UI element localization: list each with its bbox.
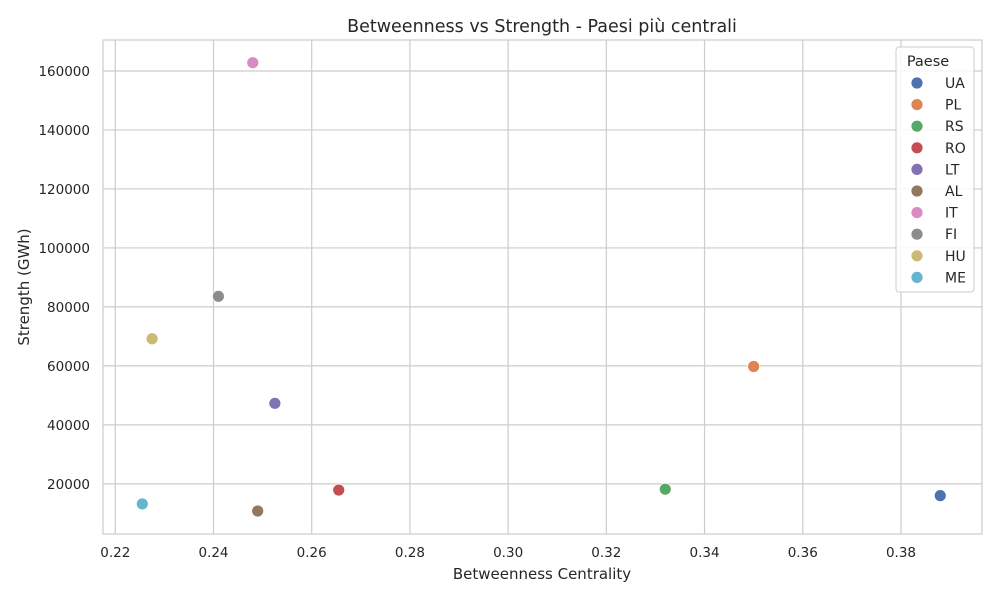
legend-label-ua: UA [945, 76, 965, 92]
legend-label-al: AL [945, 184, 963, 200]
legend-label-ro: RO [945, 141, 966, 157]
data-point-it [246, 56, 260, 70]
legend-marker-ua [910, 76, 924, 90]
y-axis: 20000 40000 60000 80000 100000 120000 140000 16… [38, 64, 90, 493]
x-tick-label: 0.24 [198, 545, 228, 561]
data-point-lt [268, 396, 282, 410]
y-axis-title: Strength (GWh) [15, 228, 33, 345]
legend-marker-pl [910, 98, 924, 111]
legend-label-me: ME [945, 270, 966, 286]
y-tick-label: 80000 [47, 300, 90, 316]
data-point-ua [933, 489, 947, 503]
legend-marker-al [910, 184, 924, 198]
y-tick-label: 20000 [47, 477, 90, 493]
x-axis: 0.22 0.24 0.26 0.28 0.30 0.32 0.34 0.36 0.38 [100, 545, 916, 561]
data-point-me [135, 497, 149, 511]
x-tick-label: 0.28 [395, 545, 425, 561]
x-tick-label: 0.38 [886, 545, 916, 561]
legend-marker-me [910, 270, 924, 284]
x-tick-label: 0.34 [690, 545, 720, 561]
y-tick-label: 140000 [38, 123, 90, 139]
x-tick-label: 0.30 [493, 545, 523, 561]
legend-label-fi: FI [945, 227, 957, 243]
y-tick-label: 120000 [38, 182, 90, 198]
y-tick-label: 100000 [38, 241, 90, 257]
x-tick-label: 0.22 [100, 545, 130, 561]
grid-lines [103, 40, 982, 534]
data-point-fi [211, 289, 225, 303]
plot-area-frame [102, 39, 983, 535]
legend-label-hu: HU [945, 249, 966, 265]
x-axis-title: Betweenness Centrality [453, 565, 631, 583]
data-point-ro [332, 483, 346, 497]
x-tick-label: 0.36 [788, 545, 818, 561]
data-points [135, 56, 947, 518]
legend-label-lt: LT [945, 162, 960, 178]
legend-label-rs: RS [945, 119, 964, 135]
data-point-al [251, 504, 265, 518]
x-tick-label: 0.26 [297, 545, 327, 561]
x-tick-label: 0.32 [591, 545, 621, 561]
legend-marker-rs [910, 119, 924, 133]
legend-items: UA PL RS RO LT AL IT FI HU ME [910, 76, 966, 286]
legend-label-pl: PL [945, 98, 961, 114]
legend-label-it: IT [945, 206, 958, 222]
chart-title: Betweenness vs Strength - Paesi più cent… [347, 17, 737, 37]
legend-marker-fi [910, 227, 924, 241]
data-point-pl [747, 360, 761, 373]
data-point-rs [658, 482, 672, 496]
legend-marker-ro [910, 141, 924, 155]
legend-marker-lt [910, 162, 924, 176]
y-tick-label: 160000 [38, 64, 90, 80]
legend-marker-it [910, 206, 924, 220]
legend: Paese UA PL RS RO LT AL IT FI HU ME [895, 46, 975, 293]
data-point-hu [145, 332, 159, 346]
y-tick-label: 60000 [47, 359, 90, 375]
legend-title: Paese [907, 54, 949, 70]
legend-marker-hu [910, 249, 924, 263]
y-tick-label: 40000 [47, 418, 90, 434]
